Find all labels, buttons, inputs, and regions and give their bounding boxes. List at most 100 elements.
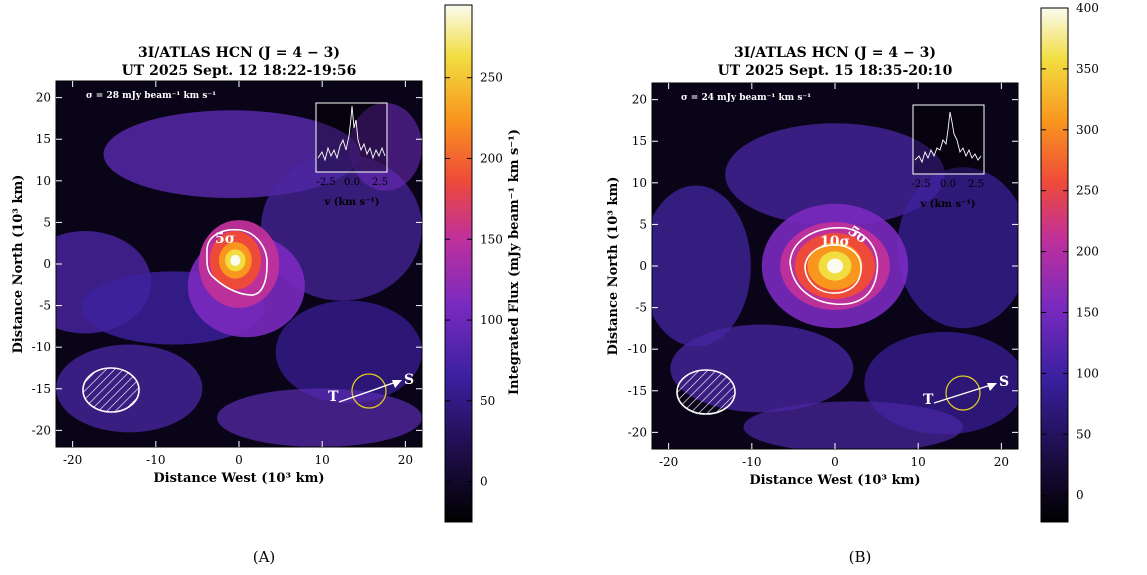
- panel-b-xtick-label: 10: [911, 455, 926, 469]
- panel-b-colorbar-tick-label: 50: [1076, 427, 1091, 441]
- panel-a-colorbar-ticks: 0 50 100 150 200 250: [445, 71, 503, 489]
- panel-b-sigma-label: σ = 24 mJy beam⁻¹ km s⁻¹: [681, 93, 811, 103]
- panel-b-colorbar-tick-label: 300: [1076, 123, 1099, 137]
- panel-a-aperture-circle: [351, 373, 387, 409]
- panel-a-colorbar-tick-label: 0: [480, 475, 488, 489]
- panel-a-ytick-label: 5: [43, 215, 51, 229]
- panel-b-sun-label: S: [999, 374, 1009, 390]
- panel-b-ytick-label: 10: [632, 176, 647, 190]
- panel-b-sun-arrow: [933, 383, 995, 404]
- panel-a-xtick-label: 0: [235, 453, 243, 467]
- panel-a-xtick-label: -20: [63, 453, 82, 467]
- panel-b-ytick-label: 20: [632, 93, 647, 107]
- panel-a-ytick-label: 15: [36, 132, 51, 146]
- panel-a-xtick-label: 10: [315, 453, 330, 467]
- panel-a-ytick-label: 0: [43, 257, 51, 271]
- panel-b-ytick-label: 0: [639, 259, 647, 273]
- panel-b-ytick-label: 5: [639, 217, 647, 231]
- panel-a-colorbar: [444, 4, 473, 523]
- panel-b-colorbar-tick-label: 350: [1076, 62, 1099, 76]
- panel-b-colorbar-tick-label: 100: [1076, 366, 1099, 380]
- panel-b-aperture-circle: [945, 375, 981, 411]
- panel-b-colorbar-tick-label: 250: [1076, 184, 1099, 198]
- panel-a-colorbar-tick-label: 250: [480, 71, 503, 85]
- panel-b-ytick-label: 15: [632, 134, 647, 148]
- panel-b-xtick-label: -20: [659, 455, 678, 469]
- panel-a-inset-tick-2: 0.0: [344, 177, 360, 188]
- panel-b-contour-10sigma: [804, 244, 862, 294]
- panel-b-colorbar-ticks: 0 50 100 150 200 250 300 350 400: [1041, 1, 1099, 502]
- panel-b-xlabel: Distance West (10³ km): [749, 473, 920, 488]
- panel-b-inset-tick-3: 2.5: [968, 179, 984, 190]
- panel-b-arrowhead: [987, 383, 997, 391]
- panel-a-colorbar-tick-label: 50: [480, 394, 495, 408]
- panel-b-emission-2: [897, 167, 1018, 329]
- panel-a-ytick-label: -20: [32, 423, 51, 437]
- panel-b-ytick-label: -10: [628, 342, 647, 356]
- panel-a-tail-label: T: [328, 389, 339, 405]
- panel-a-sun-arrow: [338, 380, 400, 403]
- panel-a: 3I/ATLAS HCN (J = 4 − 3) UT 2025 Sept. 1…: [11, 4, 522, 566]
- panel-b-contour-label-10sigma: 10σ: [820, 234, 850, 250]
- panel-a-ytick-label: -15: [32, 382, 51, 396]
- panel-a-sigma-label: σ = 28 mJy beam⁻¹ km s⁻¹: [86, 91, 216, 101]
- panel-a-colorbar-tick-label: 200: [480, 151, 503, 165]
- panel-a-arrowhead: [392, 380, 402, 388]
- panel-a-label: (A): [253, 548, 276, 566]
- panel-a-ylabel: Distance North (10³ km): [11, 175, 26, 354]
- panel-b-xtick-label: -10: [742, 455, 761, 469]
- panel-b-colorbar-tick-label: 0: [1076, 488, 1084, 502]
- panel-a-colorbar-label: Integrated Flux (mJy beam⁻¹ km s⁻¹): [507, 129, 522, 395]
- panel-a-inset-tick-1: -2.5: [316, 177, 335, 188]
- panel-a-inset-spectrum: [317, 105, 386, 162]
- panel-a-inset-xlabel: v (km s⁻¹): [323, 197, 379, 208]
- panel-a-ticks: -20 -10 0 10 20 -20 -15 -10 -5 0 5 10 15 20: [32, 81, 422, 467]
- panel-b-emission-1: [652, 185, 751, 347]
- panel-b-tail-label: T: [923, 392, 934, 408]
- panel-b-xtick-label: 0: [831, 455, 839, 469]
- panel-a-emission-7: [348, 102, 422, 191]
- panel-a-emission-6: [217, 388, 422, 447]
- panel-a-xlabel: Distance West (10³ km): [153, 471, 324, 486]
- panel-a-ytick-label: -5: [39, 299, 51, 313]
- panel-b-title-line1: 3I/ATLAS HCN (J = 4 − 3): [734, 45, 936, 61]
- panel-a-ytick-label: 10: [36, 174, 51, 188]
- panel-a-ytick-label: -10: [32, 340, 51, 354]
- panel-a-colorbar-tick-label: 150: [480, 232, 503, 246]
- panel-b-colorbar-tick-label: 400: [1076, 1, 1099, 15]
- panel-b: 3I/ATLAS HCN (J = 4 − 3) UT 2025 Sept. 1…: [606, 1, 1099, 566]
- panel-b-beam-ellipse: [676, 369, 736, 415]
- panel-a-emission-4: [275, 300, 422, 404]
- panel-a-contour-label: 5σ: [215, 231, 235, 247]
- panel-b-contour-5sigma: [789, 227, 879, 306]
- panel-a-inset: -2.5 0.0 2.5 v (km s⁻¹): [315, 102, 388, 208]
- panel-b-colorbar: [1040, 7, 1069, 523]
- panel-a-beam-ellipse: [82, 367, 140, 413]
- panel-b-ytick-label: -15: [628, 384, 647, 398]
- panel-a-emission-3: [260, 154, 422, 301]
- panel-a-title-line2: UT 2025 Sept. 12 18:22-19:56: [122, 63, 357, 79]
- panel-a-ytick-label: 20: [36, 91, 51, 105]
- panel-b-xtick-label: 20: [994, 455, 1009, 469]
- panel-b-inset-tick-2: 0.0: [940, 179, 956, 190]
- panel-a-title-line1: 3I/ATLAS HCN (J = 4 − 3): [138, 45, 340, 61]
- panel-a-inset-tick-3: 2.5: [372, 177, 388, 188]
- panel-a-contour-5sigma: [206, 228, 268, 296]
- panel-b-inset-spectrum: [914, 111, 982, 164]
- panel-a-heatmap: [56, 81, 422, 447]
- panel-a-emission-13: [230, 254, 241, 266]
- panel-b-emission-11: [826, 258, 844, 274]
- panel-b-inset-xlabel: v (km s⁻¹): [919, 199, 975, 210]
- panel-a-xtick-label: -10: [146, 453, 165, 467]
- panel-b-inset-tick-1: -2.5: [911, 179, 930, 190]
- panel-b-title-line2: UT 2025 Sept. 15 18:35-20:10: [718, 63, 953, 79]
- panel-b-colorbar-tick-label: 150: [1076, 306, 1099, 320]
- panel-b-ticks: -20 -10 0 10 20 -20 -15 -10 -5 0 5 10 15 20: [628, 83, 1018, 469]
- panel-a-colorbar-tick-label: 100: [480, 313, 503, 327]
- panel-a-xtick-label: 20: [398, 453, 413, 467]
- panel-b-ytick-label: -5: [635, 301, 647, 315]
- panel-b-colorbar-tick-label: 200: [1076, 245, 1099, 259]
- panel-b-ylabel: Distance North (10³ km): [606, 177, 621, 356]
- panel-b-ytick-label: -20: [628, 425, 647, 439]
